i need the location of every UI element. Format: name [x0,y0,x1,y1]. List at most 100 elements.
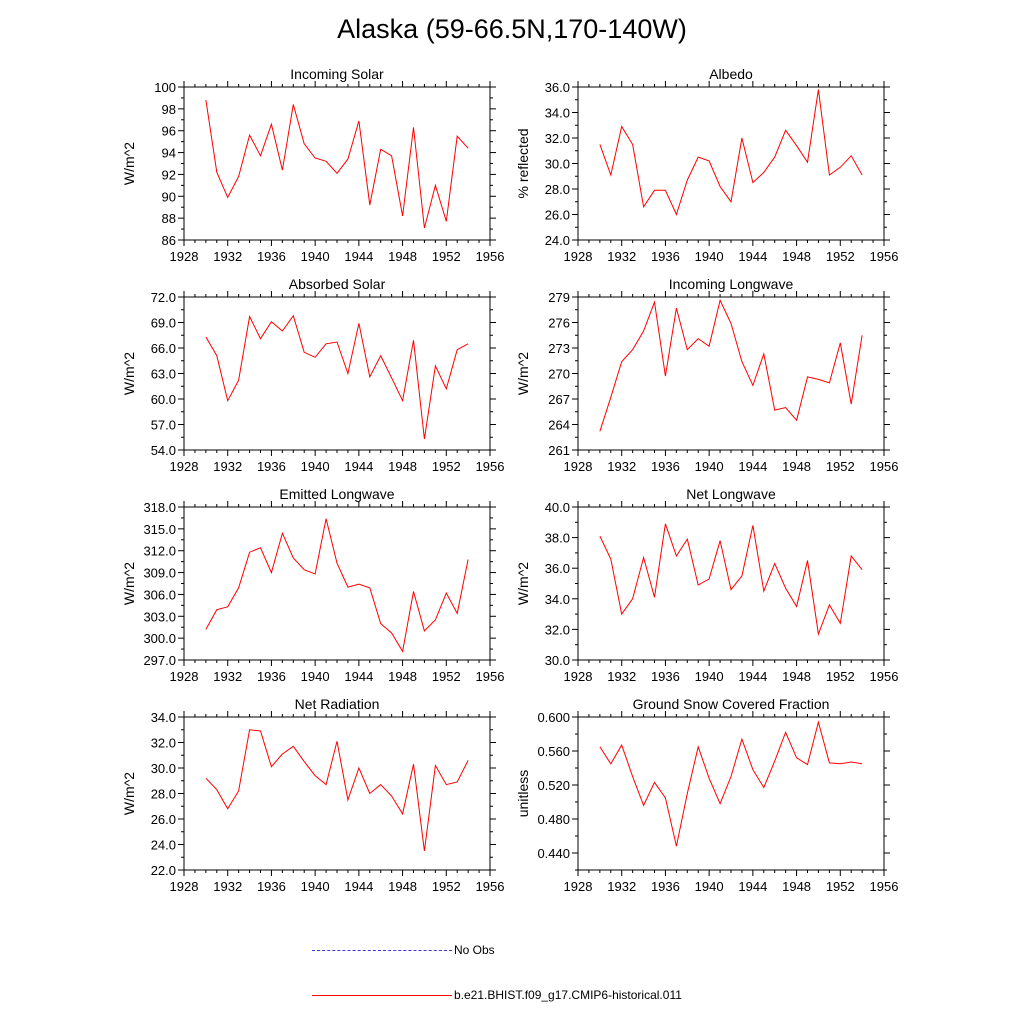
y-axis-label: unitless [515,770,531,817]
chart-title: Incoming Longwave [669,276,794,292]
x-tick-label: 1940 [695,249,724,264]
y-tick-label: 24.0 [545,233,570,248]
chart-panel: Incoming Solar W/m^2 1928 1932 1936 1940 1944 1… [121,66,504,264]
y-tick-label: 32.0 [545,622,570,637]
y-tick-label: 270 [548,367,570,382]
y-tick-label: 30.0 [545,653,570,668]
y-tick-label: 66.0 [151,341,176,356]
plot-frame [577,86,885,241]
y-axis-label: W/m^2 [121,562,137,605]
x-tick-label: 1932 [607,249,636,264]
y-tick-label: 32.0 [545,131,570,146]
x-tick-label: 1940 [695,879,724,894]
chart-title: Absorbed Solar [289,276,386,292]
x-tick-label: 1940 [695,669,724,684]
x-tick-label: 1928 [170,249,199,264]
y-tick-label: 32.0 [151,736,176,751]
x-tick-label: 1936 [257,879,286,894]
x-tick-label: 1928 [564,879,593,894]
x-tick-label: 1952 [826,669,855,684]
series-line [205,100,469,229]
y-axis-label: W/m^2 [515,352,531,395]
x-tick-label: 1952 [826,879,855,894]
chart-panel: Net Radiation W/m^2 1928 1932 1936 1940 1944 19… [121,696,504,894]
y-tick-label: 267 [548,392,570,407]
x-tick-label: 1956 [476,669,505,684]
y-tick-label: 100 [154,80,176,95]
y-tick-label: 36.0 [545,561,570,576]
x-tick-label: 1948 [388,249,417,264]
x-tick-label: 1932 [607,669,636,684]
y-tick-label: 297.0 [143,653,176,668]
x-tick-label: 1948 [782,669,811,684]
legend-item-no-obs: No Obs [312,942,495,958]
x-tick-label: 1956 [870,459,899,474]
chart-title: Net Longwave [686,486,776,502]
legend-swatch-solid [312,994,452,996]
x-tick-label: 1952 [432,669,461,684]
x-tick-label: 1932 [607,879,636,894]
series-line [599,298,863,432]
x-tick-label: 1956 [476,879,505,894]
y-axis-label: W/m^2 [121,772,137,815]
x-tick-label: 1928 [564,669,593,684]
plot-frame [183,506,491,661]
y-tick-label: 96 [162,124,176,139]
y-tick-label: 54.0 [151,443,176,458]
series-line [599,523,863,636]
x-tick-label: 1928 [564,459,593,474]
chart-title: Emitted Longwave [279,486,394,502]
y-tick-label: 88 [162,211,176,226]
x-tick-label: 1932 [213,459,242,474]
x-tick-label: 1932 [213,249,242,264]
y-tick-label: 34.0 [545,592,570,607]
plot-frame [577,716,885,871]
chart-panel: Emitted Longwave W/m^2 1928 1932 1936 1940 194… [121,486,504,684]
x-tick-label: 1956 [476,249,505,264]
y-tick-label: 28.0 [545,182,570,197]
y-tick-label: 22.0 [151,863,176,878]
x-tick-label: 1936 [651,459,680,474]
x-tick-label: 1944 [344,669,373,684]
x-tick-label: 1940 [301,249,330,264]
x-tick-label: 1952 [432,249,461,264]
y-tick-label: 312.0 [143,544,176,559]
y-tick-label: 0.560 [537,744,570,759]
y-tick-label: 30.0 [151,761,176,776]
chart-panel: Albedo % reflected 1928 1932 1936 1940 1944 194… [515,66,898,264]
x-tick-label: 1952 [826,459,855,474]
legend-label: No Obs [454,943,495,957]
y-tick-label: 276 [548,316,570,331]
chart-title: Incoming Solar [290,66,384,82]
x-tick-label: 1948 [782,249,811,264]
y-tick-label: 0.440 [537,846,570,861]
y-axis-label: % reflected [515,128,531,198]
x-tick-label: 1936 [257,669,286,684]
y-tick-label: 303.0 [143,609,176,624]
x-tick-label: 1940 [301,879,330,894]
y-tick-label: 38.0 [545,531,570,546]
chart-panel: Absorbed Solar W/m^2 1928 1932 1936 1940 1944 1… [121,276,504,474]
x-tick-label: 1940 [695,459,724,474]
x-tick-label: 1932 [213,669,242,684]
x-tick-label: 1956 [870,669,899,684]
y-tick-label: 57.0 [151,418,176,433]
y-tick-label: 279 [548,290,570,305]
chart-title: Albedo [709,66,753,82]
y-axis-label: W/m^2 [121,142,137,185]
x-tick-label: 1944 [738,669,767,684]
y-tick-label: 309.0 [143,566,176,581]
x-tick-label: 1944 [344,879,373,894]
y-axis-label: W/m^2 [121,352,137,395]
y-tick-label: 0.480 [537,812,570,827]
legend: No Obs b.e21.BHIST.f09_g17.CMIP6-histori… [312,940,732,1010]
y-tick-label: 72.0 [151,290,176,305]
y-tick-label: 36.0 [545,80,570,95]
legend-swatch-dashed [312,949,452,951]
x-tick-label: 1928 [170,879,199,894]
x-tick-label: 1952 [826,249,855,264]
y-axis-label: W/m^2 [515,562,531,605]
legend-item-model-run: b.e21.BHIST.f09_g17.CMIP6-historical.011 [312,987,682,1003]
chart-title: Ground Snow Covered Fraction [633,696,830,712]
x-tick-label: 1932 [213,879,242,894]
